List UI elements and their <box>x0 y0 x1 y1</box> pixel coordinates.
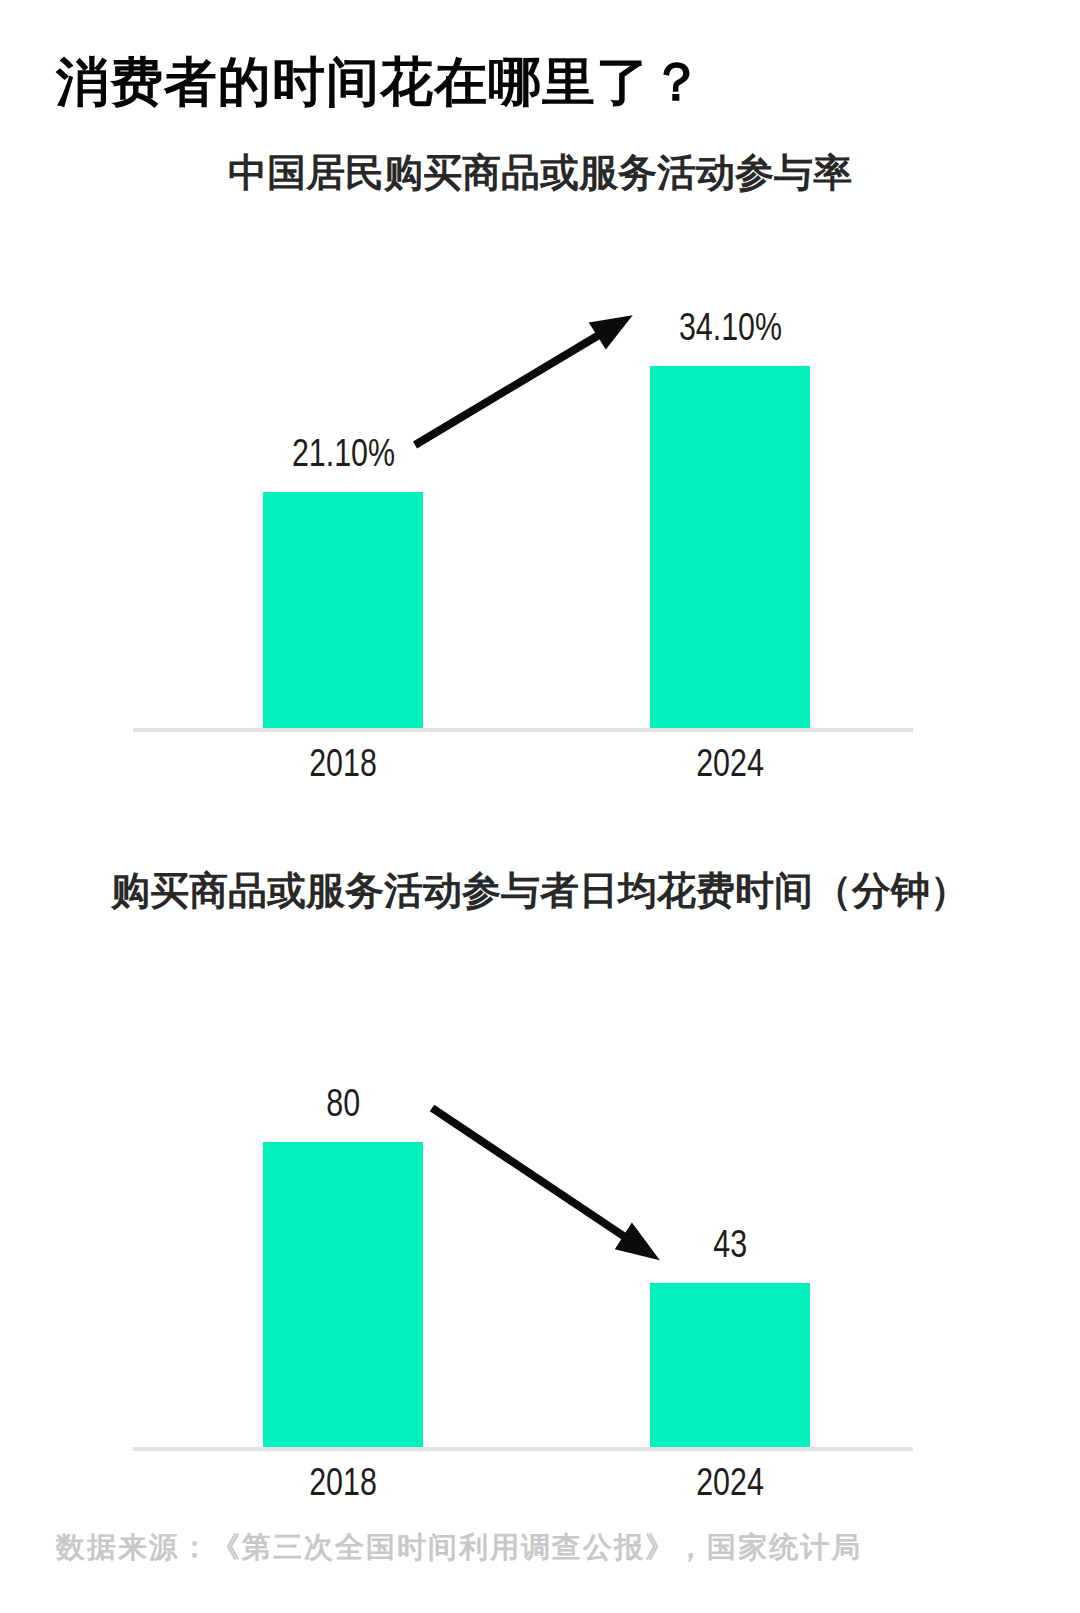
chart2-bar-2018 <box>263 1142 423 1447</box>
chart2-x-axis-line <box>133 1447 913 1451</box>
chart2-value-label-2024: 43 <box>713 1225 747 1263</box>
source-note: 数据来源：《第三次全国时间利用调查公报》，国家统计局 <box>56 1528 862 1568</box>
chart1-bar-2024 <box>650 366 810 728</box>
chart1-title: 中国居民购买商品或服务活动参与率 <box>0 152 1080 195</box>
chart2-bar-group-2018: 80 <box>263 1047 423 1447</box>
page-title: 消费者的时间花在哪里了？ <box>56 52 704 113</box>
chart1-bar-2018 <box>263 492 423 728</box>
chart1-x-tick-2018: 2018 <box>279 744 407 782</box>
chart2-x-tick-2024: 2024 <box>666 1463 794 1501</box>
chart2-value-label-2018: 80 <box>326 1084 360 1122</box>
chart1-plot-area: 21.10% 34.10% 2018 2024 <box>133 308 913 728</box>
chart1-bar-group-2024: 34.10% <box>650 308 810 728</box>
chart1-value-label-2018: 21.10% <box>291 434 394 472</box>
chart1-x-axis-line <box>133 728 913 732</box>
chart1-bar-group-2018: 21.10% <box>263 308 423 728</box>
infographic-canvas: 消费者的时间花在哪里了？ 中国居民购买商品或服务活动参与率 21.10% 34.… <box>0 0 1080 1613</box>
chart2-bar-group-2024: 43 <box>650 1047 810 1447</box>
chart2-plot-area: 80 43 2018 2024 <box>133 1047 913 1447</box>
chart2-title: 购买商品或服务活动参与者日均花费时间（分钟） <box>0 870 1080 913</box>
chart1-x-tick-2024: 2024 <box>666 744 794 782</box>
chart2-bar-2024 <box>650 1283 810 1447</box>
chart2-x-tick-2018: 2018 <box>279 1463 407 1501</box>
chart1-value-label-2024: 34.10% <box>678 308 781 346</box>
